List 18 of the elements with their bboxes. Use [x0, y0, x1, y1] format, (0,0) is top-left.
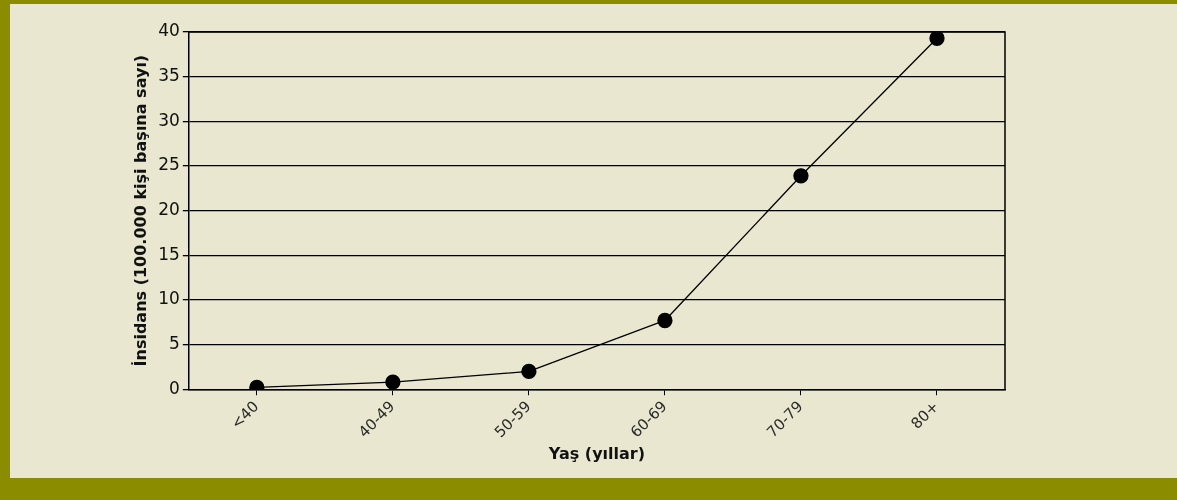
y-tick-label: 5 — [169, 333, 180, 354]
point — [929, 32, 945, 46]
y-tick-label: 25 — [158, 154, 180, 175]
y-tick-label: 10 — [158, 288, 180, 309]
y-axis-title: İnsidans (100.000 kişi başına sayı) — [130, 54, 150, 367]
x-tick-label: <40 — [227, 397, 263, 433]
y-tick-label: 35 — [158, 65, 180, 86]
x-tick-label: 80+ — [907, 397, 943, 433]
x-axis-title: Yaş (yıllar) — [547, 443, 646, 463]
y-tick-label: 0 — [169, 377, 180, 398]
point — [385, 374, 401, 390]
y-tick-label: 40 — [158, 20, 180, 41]
point — [521, 363, 537, 380]
y-tick-label: 20 — [158, 199, 180, 220]
y-tick-label: 30 — [158, 109, 180, 130]
y-tick-label: 15 — [158, 243, 180, 264]
point — [793, 168, 809, 184]
point — [657, 312, 673, 329]
